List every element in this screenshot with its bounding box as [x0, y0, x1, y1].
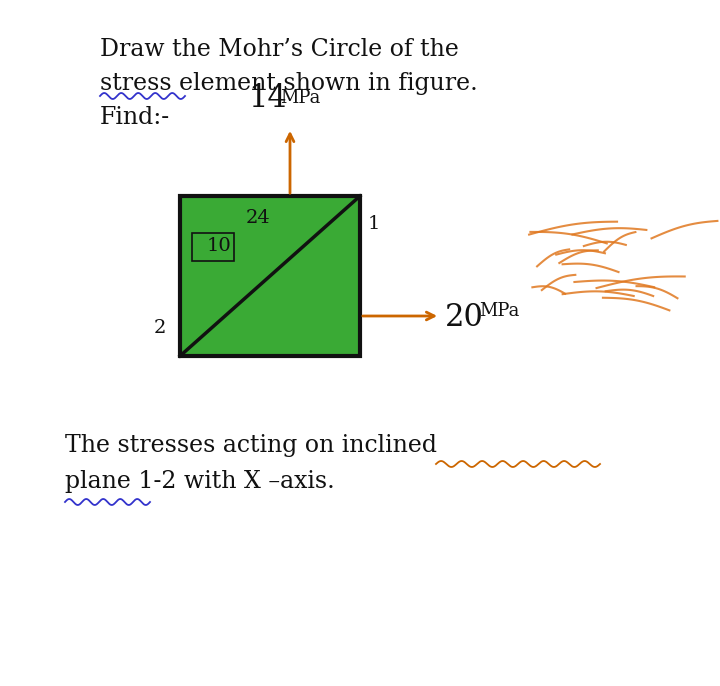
Text: 10: 10	[207, 237, 232, 255]
Text: 2: 2	[154, 319, 166, 337]
Text: MPa: MPa	[280, 89, 320, 107]
Text: stress element shown in figure.: stress element shown in figure.	[100, 72, 478, 95]
Text: Draw the Mohr’s Circle of the: Draw the Mohr’s Circle of the	[100, 38, 459, 61]
Text: plane 1‑2 with X –axis.: plane 1‑2 with X –axis.	[65, 470, 335, 493]
Text: 24: 24	[246, 209, 271, 227]
Text: The stresses acting on inclined: The stresses acting on inclined	[65, 434, 437, 457]
Text: 14: 14	[248, 83, 287, 114]
Text: Find:-: Find:-	[100, 106, 170, 129]
Text: 1: 1	[368, 215, 380, 233]
Text: MPa: MPa	[479, 302, 519, 320]
Bar	[192, 233, 234, 261]
Bar	[180, 196, 360, 356]
Text: 20: 20	[445, 303, 484, 333]
